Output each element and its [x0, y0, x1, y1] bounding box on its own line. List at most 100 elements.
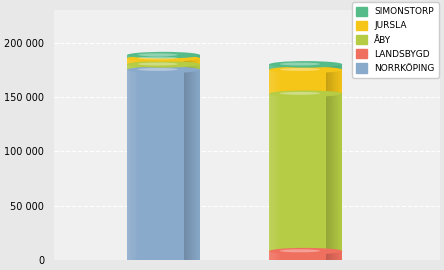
Bar: [194, 64, 196, 70]
Bar: [186, 58, 188, 64]
Bar: [330, 70, 332, 94]
Ellipse shape: [269, 248, 342, 254]
Bar: [269, 94, 342, 251]
Bar: [136, 58, 138, 64]
Bar: [269, 64, 342, 70]
Bar: [136, 64, 138, 70]
Bar: [332, 251, 334, 260]
Bar: [328, 70, 330, 94]
Bar: [336, 94, 338, 251]
Ellipse shape: [269, 66, 342, 73]
Bar: [127, 64, 200, 70]
Bar: [332, 70, 334, 94]
Bar: [332, 64, 334, 70]
Bar: [190, 55, 192, 58]
Ellipse shape: [138, 57, 178, 59]
Bar: [134, 64, 136, 70]
Bar: [192, 64, 194, 70]
Ellipse shape: [280, 92, 320, 95]
Bar: [271, 251, 274, 260]
Ellipse shape: [280, 68, 320, 71]
Bar: [198, 58, 200, 64]
Bar: [278, 70, 280, 94]
Bar: [129, 70, 131, 260]
Bar: [186, 64, 188, 70]
Bar: [274, 70, 276, 94]
Bar: [192, 70, 194, 260]
Bar: [334, 94, 336, 251]
Bar: [276, 64, 278, 70]
Bar: [129, 64, 131, 70]
Bar: [328, 64, 330, 70]
Bar: [269, 94, 271, 251]
Bar: [278, 64, 280, 70]
Bar: [198, 64, 200, 70]
Ellipse shape: [269, 61, 342, 68]
Bar: [269, 70, 271, 94]
Bar: [330, 94, 332, 251]
Bar: [338, 94, 340, 251]
Bar: [326, 251, 328, 260]
Bar: [336, 64, 338, 70]
Bar: [196, 70, 198, 260]
Bar: [129, 55, 131, 58]
Bar: [127, 55, 200, 58]
Bar: [328, 251, 330, 260]
Bar: [190, 64, 192, 70]
Ellipse shape: [127, 61, 200, 68]
Ellipse shape: [138, 68, 178, 71]
Bar: [127, 70, 129, 260]
Bar: [269, 251, 342, 260]
Ellipse shape: [269, 256, 342, 263]
Bar: [188, 70, 190, 260]
Bar: [334, 64, 336, 70]
Bar: [271, 64, 274, 70]
Bar: [338, 251, 340, 260]
Ellipse shape: [127, 52, 200, 58]
Legend: SIMONSTORP, JURSLA, ÅBY, LANDSBYGD, NORRKÖPING: SIMONSTORP, JURSLA, ÅBY, LANDSBYGD, NORR…: [352, 2, 439, 77]
Bar: [340, 251, 342, 260]
Ellipse shape: [138, 63, 178, 66]
Bar: [190, 58, 192, 64]
Bar: [186, 55, 188, 58]
Bar: [198, 70, 200, 260]
Bar: [278, 251, 280, 260]
Bar: [336, 251, 338, 260]
Bar: [194, 55, 196, 58]
Ellipse shape: [280, 63, 320, 66]
Bar: [330, 64, 332, 70]
Ellipse shape: [280, 249, 320, 252]
Bar: [196, 58, 198, 64]
Bar: [184, 55, 186, 58]
Bar: [326, 70, 328, 94]
Bar: [332, 94, 334, 251]
Bar: [188, 55, 190, 58]
Bar: [196, 64, 198, 70]
Bar: [326, 94, 328, 251]
Bar: [131, 64, 134, 70]
Bar: [276, 70, 278, 94]
Ellipse shape: [127, 66, 200, 73]
Bar: [127, 64, 129, 70]
Bar: [196, 55, 198, 58]
Ellipse shape: [127, 256, 200, 263]
Bar: [131, 70, 134, 260]
Bar: [274, 94, 276, 251]
Ellipse shape: [138, 53, 178, 56]
Bar: [134, 58, 136, 64]
Bar: [184, 58, 186, 64]
Bar: [127, 70, 200, 260]
Bar: [188, 64, 190, 70]
Bar: [188, 58, 190, 64]
Bar: [269, 251, 271, 260]
Bar: [129, 58, 131, 64]
Bar: [192, 55, 194, 58]
Bar: [269, 70, 342, 94]
Bar: [198, 55, 200, 58]
Bar: [184, 64, 186, 70]
Bar: [127, 58, 129, 64]
Bar: [186, 70, 188, 260]
Bar: [136, 70, 138, 260]
Bar: [127, 55, 129, 58]
Bar: [192, 58, 194, 64]
